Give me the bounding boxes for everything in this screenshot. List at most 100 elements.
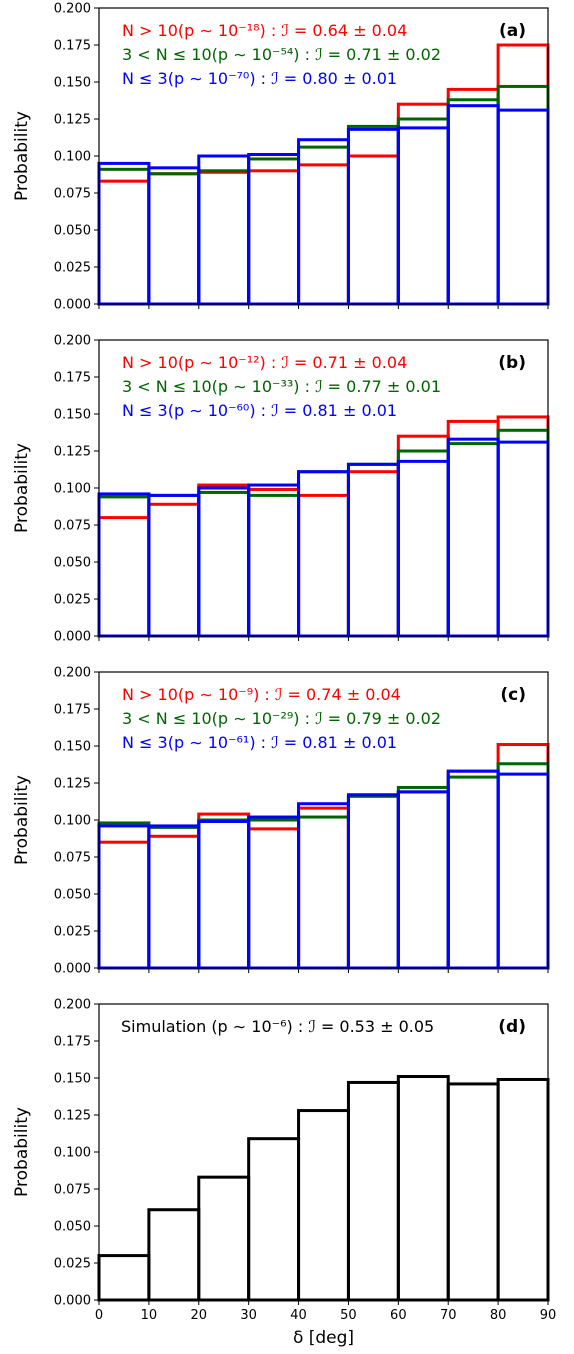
y-tick-label: 0.150 bbox=[54, 76, 91, 91]
y-tick-label: 0.125 bbox=[54, 1109, 91, 1124]
series-1 bbox=[97, 415, 550, 638]
hist-bar bbox=[247, 815, 301, 970]
hist-bar bbox=[346, 470, 400, 638]
y-tick-label: 0.000 bbox=[54, 962, 91, 977]
hist-bar bbox=[97, 824, 151, 970]
hist-bar bbox=[396, 785, 450, 970]
y-tick-label: 0.075 bbox=[54, 1183, 91, 1198]
x-tick-label: 90 bbox=[540, 1308, 557, 1323]
hist-bar bbox=[297, 145, 350, 306]
y-tick-label: 0.050 bbox=[54, 1220, 91, 1235]
y-tick-label: 0.100 bbox=[54, 1146, 91, 1161]
legend-entry: Simulation (p ∼ 10⁻⁶) : ℐ = 0.53 ± 0.05 bbox=[121, 1017, 434, 1036]
y-tick-label: 0.025 bbox=[54, 593, 91, 608]
y-tick-label: 0.100 bbox=[54, 482, 91, 497]
y-tick-label: 0.200 bbox=[54, 334, 91, 349]
hist-bar bbox=[446, 442, 500, 638]
x-tick-label: 10 bbox=[141, 1308, 158, 1323]
legend-entry: N > 10(p ∼ 10⁻¹⁸) : ℐ = 0.64 ± 0.04 bbox=[122, 21, 407, 40]
hist-bar bbox=[147, 824, 201, 970]
y-axis-title: Probability bbox=[12, 443, 32, 533]
x-tick-label: 60 bbox=[390, 1308, 407, 1323]
hist-bar bbox=[396, 459, 450, 638]
hist-bar bbox=[197, 818, 251, 970]
hist-bar bbox=[197, 169, 251, 306]
x-axis-title: δ [deg] bbox=[293, 1328, 354, 1348]
hist-bar bbox=[247, 818, 301, 970]
y-tick-label: 0.175 bbox=[54, 39, 91, 54]
hist-bar bbox=[197, 490, 251, 638]
panel-label: (c) bbox=[500, 685, 526, 705]
y-tick-label: 0.175 bbox=[54, 1035, 91, 1050]
panel-c: 0.000 0.025 0.050 0.075 0.100 0.125 0.150 0.175… bbox=[12, 666, 550, 977]
hist-bar bbox=[446, 98, 500, 306]
hist-bar bbox=[247, 493, 301, 638]
hist-bar bbox=[297, 806, 350, 970]
hist-bar bbox=[247, 487, 301, 638]
hist-bar bbox=[396, 1075, 450, 1302]
hist-bar bbox=[247, 1137, 301, 1302]
hist-bar bbox=[147, 1208, 201, 1302]
hist-bar bbox=[297, 815, 350, 970]
y-tick-label: 0.125 bbox=[54, 113, 91, 128]
x-tick-label: 80 bbox=[490, 1308, 507, 1323]
hist-bar bbox=[446, 775, 500, 970]
panel-label: (b) bbox=[498, 353, 526, 373]
hist-bar bbox=[147, 172, 201, 306]
series-1 bbox=[97, 1075, 550, 1302]
hist-bar bbox=[247, 169, 301, 306]
x-tick-label: 50 bbox=[340, 1308, 357, 1323]
hist-bar bbox=[97, 179, 151, 306]
legend-entry: N ≤ 3(p ∼ 10⁻⁶¹) : ℐ = 0.81 ± 0.01 bbox=[122, 733, 397, 752]
hist-bar bbox=[197, 483, 251, 638]
hist-bar bbox=[197, 819, 251, 970]
hist-bar bbox=[247, 157, 301, 306]
panel-b: 0.000 0.025 0.050 0.075 0.100 0.125 0.150 0.175… bbox=[12, 334, 550, 645]
legend-entry: 3 < N ≤ 10(p ∼ 10⁻³³) : ℐ = 0.77 ± 0.01 bbox=[122, 377, 441, 396]
x-tick-label: 70 bbox=[440, 1308, 457, 1323]
y-tick-label: 0.050 bbox=[54, 556, 91, 571]
y-tick-label: 0.000 bbox=[54, 630, 91, 645]
hist-bar bbox=[147, 825, 201, 970]
hist-bar bbox=[147, 493, 201, 638]
hist-bar bbox=[496, 84, 550, 306]
y-tick-label: 0.150 bbox=[54, 740, 91, 755]
hist-bar bbox=[446, 769, 500, 970]
y-tick-label: 0.100 bbox=[54, 814, 91, 829]
y-tick-label: 0.050 bbox=[54, 888, 91, 903]
legend-entry: 3 < N ≤ 10(p ∼ 10⁻⁵⁴) : ℐ = 0.71 ± 0.02 bbox=[122, 45, 441, 64]
y-tick-label: 0.150 bbox=[54, 1072, 91, 1087]
series-2 bbox=[97, 84, 550, 306]
hist-bar bbox=[346, 793, 400, 970]
x-tick-label: 0 bbox=[95, 1308, 103, 1323]
hist-bar bbox=[396, 790, 450, 970]
hist-bar bbox=[446, 769, 500, 970]
hist-bar bbox=[97, 516, 151, 638]
hist-bar bbox=[496, 415, 550, 638]
series-2 bbox=[97, 762, 550, 970]
y-tick-label: 0.025 bbox=[54, 261, 91, 276]
y-tick-label: 0.100 bbox=[54, 150, 91, 165]
hist-bar bbox=[346, 794, 400, 970]
y-axis-title: Probability bbox=[12, 775, 32, 865]
hist-bar bbox=[346, 462, 400, 638]
hist-bar bbox=[147, 502, 201, 638]
hist-bar bbox=[97, 840, 151, 970]
hist-bar bbox=[297, 163, 350, 306]
hist-bar bbox=[97, 1254, 151, 1302]
hist-bar bbox=[446, 87, 500, 306]
y-tick-label: 0.125 bbox=[54, 777, 91, 792]
hist-bar bbox=[247, 827, 301, 970]
hist-bar bbox=[446, 1082, 500, 1302]
hist-bar bbox=[396, 790, 450, 970]
plot-frame bbox=[98, 1003, 549, 1301]
y-tick-label: 0.075 bbox=[54, 187, 91, 202]
legend-entry: N > 10(p ∼ 10⁻⁹) : ℐ = 0.74 ± 0.04 bbox=[122, 685, 401, 704]
x-tick-label: 40 bbox=[290, 1308, 307, 1323]
y-tick-label: 0.075 bbox=[54, 851, 91, 866]
series-3 bbox=[97, 104, 550, 306]
hist-bar bbox=[197, 812, 251, 970]
series-3 bbox=[97, 437, 550, 638]
hist-bar bbox=[197, 170, 251, 306]
hist-bar bbox=[396, 449, 450, 638]
